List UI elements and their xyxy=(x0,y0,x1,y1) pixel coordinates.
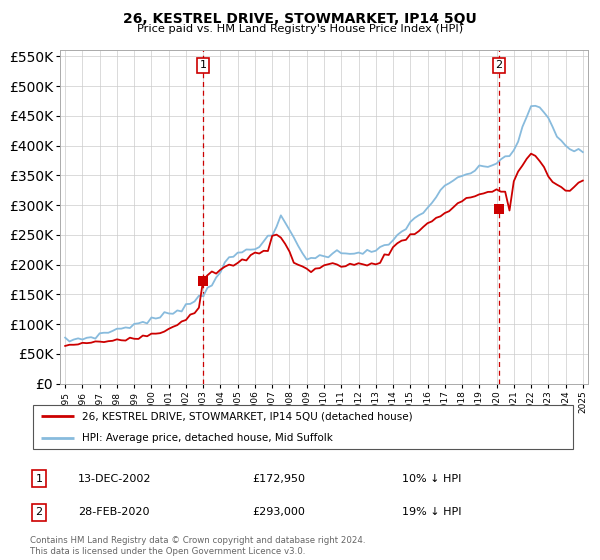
FancyBboxPatch shape xyxy=(33,405,573,449)
Text: 1: 1 xyxy=(35,474,43,484)
Text: 13-DEC-2002: 13-DEC-2002 xyxy=(78,474,151,484)
Text: HPI: Average price, detached house, Mid Suffolk: HPI: Average price, detached house, Mid … xyxy=(82,433,333,443)
Text: 1: 1 xyxy=(200,60,207,71)
Text: 2: 2 xyxy=(496,60,503,71)
Text: 2: 2 xyxy=(35,507,43,517)
Text: £172,950: £172,950 xyxy=(252,474,305,484)
Text: 26, KESTREL DRIVE, STOWMARKET, IP14 5QU (detached house): 26, KESTREL DRIVE, STOWMARKET, IP14 5QU … xyxy=(82,411,412,421)
Text: 28-FEB-2020: 28-FEB-2020 xyxy=(78,507,149,517)
Text: £293,000: £293,000 xyxy=(252,507,305,517)
Text: 10% ↓ HPI: 10% ↓ HPI xyxy=(402,474,461,484)
Text: Contains HM Land Registry data © Crown copyright and database right 2024.
This d: Contains HM Land Registry data © Crown c… xyxy=(30,536,365,556)
Text: 19% ↓ HPI: 19% ↓ HPI xyxy=(402,507,461,517)
Text: Price paid vs. HM Land Registry's House Price Index (HPI): Price paid vs. HM Land Registry's House … xyxy=(137,24,463,34)
Text: 26, KESTREL DRIVE, STOWMARKET, IP14 5QU: 26, KESTREL DRIVE, STOWMARKET, IP14 5QU xyxy=(123,12,477,26)
